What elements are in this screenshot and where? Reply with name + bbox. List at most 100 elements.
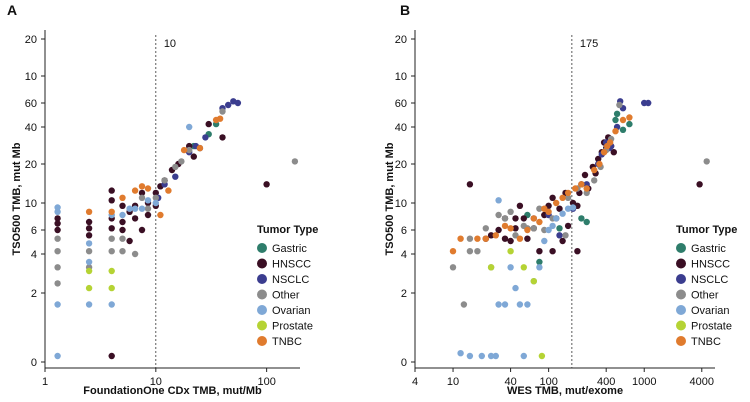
data-point-tnbc bbox=[516, 235, 524, 242]
data-point-prostate bbox=[108, 284, 115, 292]
legend-swatch-prostate bbox=[257, 320, 267, 331]
data-point-ovarian bbox=[457, 350, 464, 357]
data-point-hnscc bbox=[495, 226, 502, 234]
data-point-other bbox=[54, 248, 61, 255]
data-point-other bbox=[536, 205, 543, 212]
data-point-ovarian bbox=[487, 352, 495, 360]
legend-swatch-prostate bbox=[676, 320, 686, 331]
data-point-other bbox=[172, 163, 179, 171]
legend-item-other: Other bbox=[691, 290, 719, 302]
data-point-ovarian bbox=[466, 352, 474, 360]
y-tick-label: 10 bbox=[395, 71, 407, 83]
data-point-prostate bbox=[538, 352, 546, 360]
data-point-other bbox=[119, 248, 126, 255]
data-point-ovarian bbox=[541, 237, 548, 245]
data-point-other bbox=[512, 232, 519, 239]
panel-b: B 4 10 40 100 400 1000 4000 0 2 4 6 10 20 40 60 10 20 WES … bbox=[384, 2, 737, 397]
data-point-hnscc bbox=[574, 248, 581, 255]
data-point-nsclc bbox=[556, 232, 563, 239]
data-point-ovarian bbox=[549, 222, 556, 230]
data-point-other bbox=[466, 248, 474, 255]
data-point-other bbox=[138, 194, 146, 201]
data-point-other bbox=[482, 225, 489, 232]
legend-swatch-tnbc bbox=[257, 336, 267, 346]
y-tick-label: 20 bbox=[25, 34, 37, 46]
data-point-ovarian bbox=[54, 208, 61, 215]
y-tick-label: 4 bbox=[401, 249, 407, 261]
data-point-other bbox=[144, 205, 152, 212]
y-tick-label: 60 bbox=[395, 98, 407, 110]
legend-item-gastric: Gastric bbox=[272, 243, 307, 255]
data-point-ovarian bbox=[108, 301, 115, 308]
x-tick-label: 4 bbox=[412, 376, 418, 388]
data-point-hnscc bbox=[595, 155, 602, 163]
data-point-other bbox=[161, 177, 168, 184]
x-tick-label: 400 bbox=[597, 376, 615, 388]
data-point-hnscc bbox=[138, 189, 146, 197]
data-point-tnbc bbox=[119, 194, 126, 201]
y-tick-label: 10 bbox=[25, 198, 37, 210]
y-tick-label: 40 bbox=[395, 122, 407, 134]
legend-item-ovarian: Ovarian bbox=[691, 305, 730, 317]
data-point-gastric bbox=[619, 126, 627, 133]
data-point-tnbc bbox=[572, 185, 579, 192]
y-tick-label: 20 bbox=[395, 34, 407, 46]
y-tick-label: 0 bbox=[31, 357, 37, 369]
data-point-ovarian bbox=[126, 205, 133, 212]
data-point-prostate bbox=[108, 267, 115, 275]
data-point-ovarian bbox=[559, 210, 566, 217]
data-point-tnbc bbox=[612, 128, 619, 135]
data-point-other bbox=[530, 225, 537, 232]
panel-a: A 1 10 100 0 2 4 6 10 20 40 60 10 20 FoundationOne CDx… bbox=[7, 2, 318, 397]
data-point-ovarian bbox=[138, 205, 146, 212]
x-tick-label: 100 bbox=[257, 376, 275, 388]
data-point-gastric bbox=[578, 215, 585, 222]
data-point-other bbox=[178, 158, 185, 165]
data-point-ovarian bbox=[536, 264, 543, 271]
data-point-hnscc bbox=[126, 237, 133, 245]
x-tick-label: 4000 bbox=[690, 376, 714, 388]
data-point-other bbox=[474, 248, 481, 255]
data-point-hnscc bbox=[512, 215, 519, 222]
data-point-ovarian bbox=[516, 301, 524, 308]
data-point-ovarian bbox=[85, 301, 93, 308]
data-point-ovarian bbox=[507, 264, 514, 271]
y-tick-label: 10 bbox=[395, 198, 407, 210]
data-point-hnscc bbox=[119, 218, 126, 226]
data-point-nsclc bbox=[202, 134, 209, 141]
data-point-hnscc bbox=[108, 197, 115, 204]
legend-item-hnscc: HNSCC bbox=[691, 259, 730, 271]
data-point-hnscc bbox=[108, 187, 115, 194]
data-point-tnbc bbox=[578, 181, 585, 188]
legend-item-tnbc: TNBC bbox=[691, 336, 721, 348]
data-point-ovarian bbox=[54, 301, 61, 308]
data-point-other bbox=[291, 158, 299, 165]
data-point-ovarian bbox=[495, 301, 502, 308]
legend-title: Tumor Type bbox=[257, 224, 318, 236]
y-tick-label: 10 bbox=[25, 71, 37, 83]
data-point-tnbc bbox=[501, 222, 509, 230]
data-point-prostate bbox=[85, 267, 93, 275]
data-point-hnscc bbox=[696, 181, 703, 188]
data-point-ovarian bbox=[545, 226, 552, 234]
legend-swatch-other bbox=[676, 289, 686, 300]
data-point-tnbc bbox=[619, 116, 627, 124]
data-point-ovarian bbox=[553, 215, 560, 222]
data-point-nsclc bbox=[234, 99, 242, 107]
legend-item-other: Other bbox=[272, 290, 300, 302]
panel-letter: B bbox=[400, 2, 410, 18]
data-point-hnscc bbox=[520, 215, 527, 222]
y-tick-label: 2 bbox=[31, 288, 37, 300]
data-point-tnbc bbox=[545, 208, 552, 215]
data-point-hnscc bbox=[501, 235, 509, 242]
data-point-hnscc bbox=[549, 248, 556, 255]
legend-item-ovarian: Ovarian bbox=[272, 305, 311, 317]
legend-swatch-nsclc bbox=[257, 274, 267, 284]
data-point-tnbc bbox=[157, 211, 164, 219]
data-point-hnscc bbox=[85, 225, 93, 232]
data-point-tnbc bbox=[507, 225, 514, 232]
x-axis-label: FoundationOne CDx TMB, mut/Mb bbox=[83, 385, 262, 397]
data-point-tnbc bbox=[196, 144, 204, 152]
legend-item-prostate: Prostate bbox=[272, 321, 313, 333]
data-point-other bbox=[466, 235, 474, 242]
